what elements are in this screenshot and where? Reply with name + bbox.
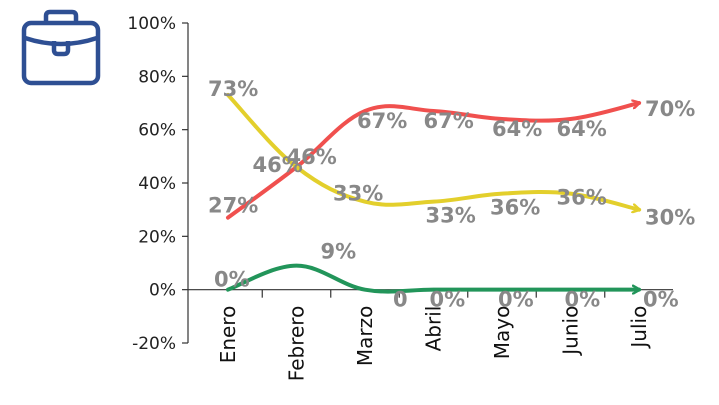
- data-label: 46%: [287, 145, 337, 169]
- series-line: [226, 93, 639, 210]
- y-tick-label: 80%: [138, 67, 176, 87]
- data-label: 0%: [214, 268, 250, 292]
- data-label: 73%: [208, 77, 258, 101]
- y-tick-label: 100%: [127, 14, 176, 34]
- briefcase-icon: [21, 9, 101, 86]
- data-label: 64%: [492, 117, 542, 141]
- data-label: 33%: [426, 204, 476, 228]
- y-tick-label: 20%: [138, 227, 176, 247]
- y-tick-label: -20%: [132, 334, 176, 354]
- data-label: 64%: [557, 117, 607, 141]
- data-label: 36%: [557, 186, 607, 210]
- data-label: 30%: [645, 206, 695, 230]
- data-label: 33%: [333, 182, 383, 206]
- x-tick-label: Junio: [559, 306, 583, 357]
- data-label: 67%: [357, 109, 407, 133]
- y-tick-label: 0%: [149, 281, 176, 301]
- data-label: 27%: [208, 194, 258, 218]
- x-tick-label: Enero: [216, 306, 240, 364]
- data-label: 67%: [424, 109, 474, 133]
- data-label: 0%: [565, 288, 601, 312]
- data-label: 0%: [430, 288, 466, 312]
- x-tick-label: Mayo: [490, 306, 514, 360]
- y-tick-label: 40%: [138, 174, 176, 194]
- data-label: 9%: [321, 240, 357, 264]
- x-tick-label: Marzo: [353, 306, 377, 366]
- data-label: 70%: [645, 97, 695, 121]
- data-label: 0: [393, 288, 408, 312]
- data-label: 36%: [490, 196, 540, 220]
- x-tick-label: Julio: [627, 306, 651, 350]
- data-label: 46%: [253, 153, 303, 177]
- x-tick-label: Abril: [422, 306, 446, 352]
- x-tick-label: Febrero: [285, 306, 309, 382]
- data-label: 0%: [498, 288, 534, 312]
- series-line: [226, 263, 639, 292]
- data-label: 0%: [643, 288, 679, 312]
- y-tick-label: 60%: [138, 121, 176, 141]
